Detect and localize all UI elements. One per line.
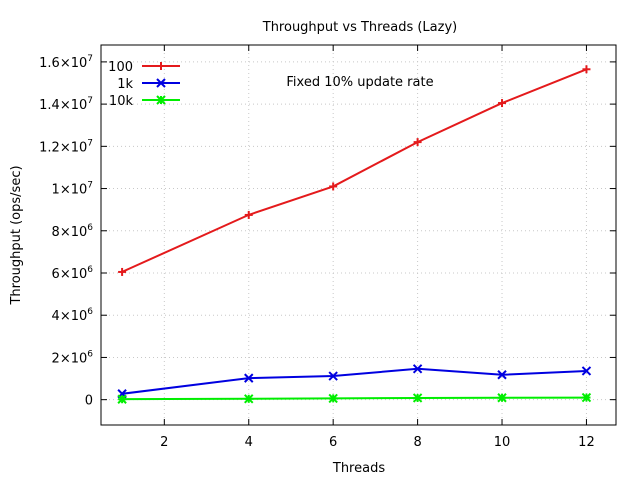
y-tick-label: 1×107: [52, 181, 93, 198]
data-point: [497, 393, 507, 403]
data-point: [156, 78, 166, 88]
data-point: [581, 392, 592, 403]
x-tick-label: 8: [413, 435, 421, 450]
x-tick-label: 6: [329, 435, 337, 450]
data-point: [328, 371, 338, 381]
y-tick-label: 6×106: [52, 265, 94, 282]
data-point: [582, 65, 591, 74]
data-point: [244, 394, 254, 404]
y-tick-label: 1.2×107: [39, 138, 93, 155]
legend-item-1k: 1k: [117, 77, 180, 92]
series-line: [121, 68, 587, 273]
data-point: [118, 267, 127, 276]
data-point: [412, 364, 423, 374]
y-tick-label: 0: [85, 394, 93, 409]
series-layer: [117, 65, 592, 404]
data-point: [244, 373, 254, 383]
legend: 100 1k 10k: [108, 60, 180, 109]
data-point: [498, 99, 507, 108]
y-tick-label: 1.6×107: [39, 54, 93, 71]
axis-ticks: 2 4 6 8 10 12 0 2×106 4×106 6×106 8×106 1×107 1.2×10…: [39, 45, 616, 450]
x-tick-label: 2: [160, 435, 168, 450]
y-tick-label: 4×106: [52, 307, 94, 324]
x-tick-label: 12: [578, 435, 595, 450]
series-10k: [117, 392, 592, 404]
data-point: [329, 182, 338, 191]
legend-item-100: 100: [108, 60, 180, 75]
chart-title: Throughput vs Threads (Lazy): [262, 20, 457, 35]
data-point: [497, 370, 507, 380]
data-point: [581, 366, 592, 376]
series-1k: [117, 364, 592, 399]
y-tick-label: 8×106: [52, 223, 94, 240]
x-axis-label: Threads: [332, 461, 385, 476]
legend-item-10k: 10k: [109, 94, 180, 109]
grid-lines: [101, 45, 616, 425]
data-point: [117, 394, 127, 404]
legend-label: 10k: [109, 94, 134, 109]
y-axis-label: Throughput (ops/sec): [9, 165, 24, 305]
data-point: [157, 62, 165, 70]
x-tick-label: 4: [245, 435, 253, 450]
data-point: [413, 138, 422, 147]
chart-annotation: Fixed 10% update rate: [286, 75, 433, 90]
data-point: [244, 210, 253, 219]
y-tick-label: 1.4×107: [39, 96, 93, 113]
series-line: [122, 396, 587, 401]
series-line: [121, 367, 587, 395]
y-tick-label: 2×106: [52, 349, 94, 366]
legend-label: 100: [108, 60, 133, 75]
series-100: [118, 65, 591, 276]
x-tick-label: 10: [494, 435, 511, 450]
plot-frame: [100, 44, 617, 426]
data-point: [156, 95, 166, 105]
data-point: [412, 393, 423, 403]
legend-label: 1k: [117, 77, 133, 92]
data-point: [328, 393, 338, 404]
